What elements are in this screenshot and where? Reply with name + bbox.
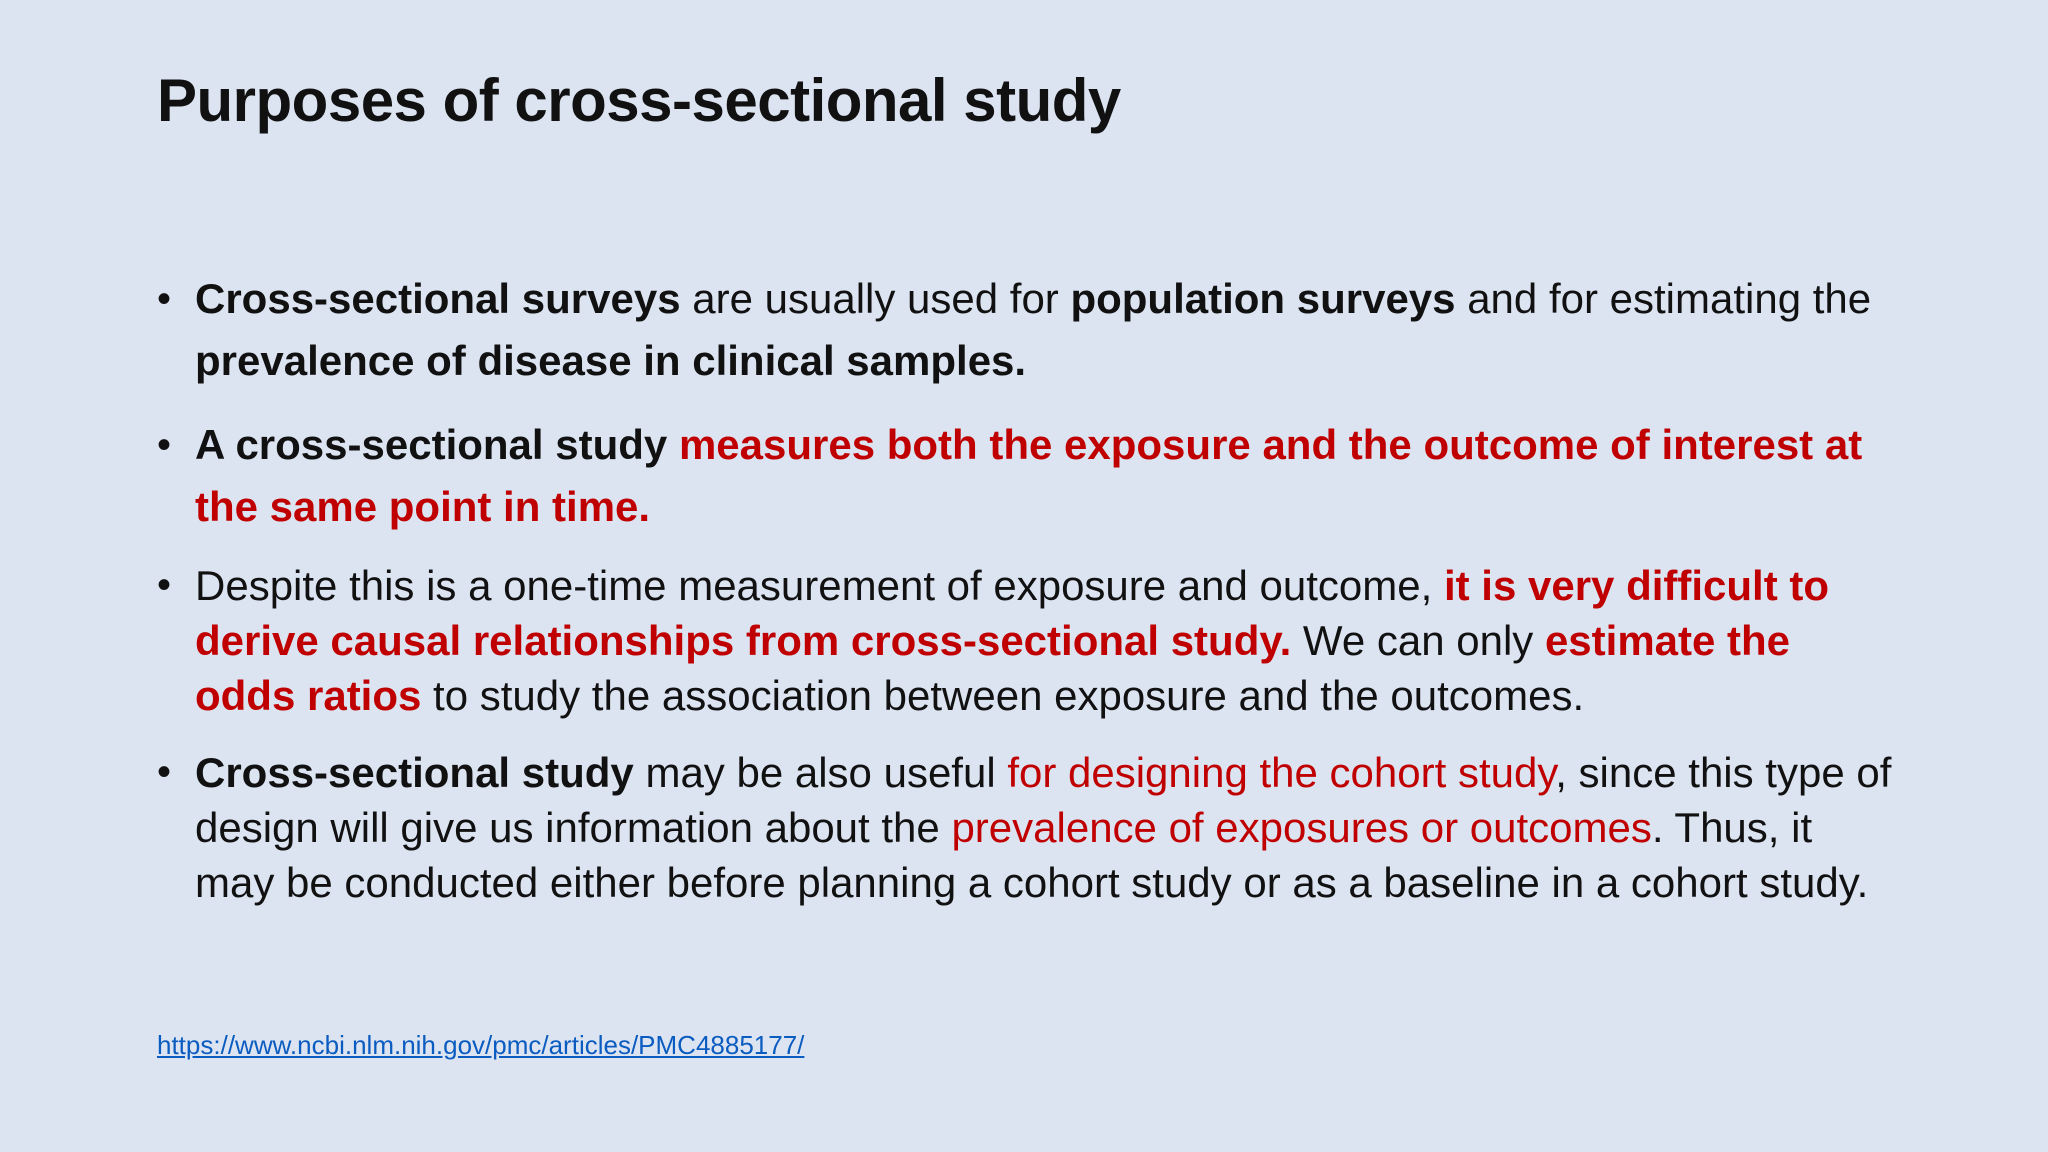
bullet-4-segment-6: . Thus, it may be conducted either befor… xyxy=(195,804,1869,906)
bullet-1-segment-1: Cross-sectional surveys xyxy=(195,275,681,322)
bullet-item-1: Cross-sectional surveys are usually used… xyxy=(157,268,1897,392)
bullet-2-segment-1: A cross-sectional study xyxy=(195,421,679,468)
bullet-4-segment-1: Cross-sectional study xyxy=(195,749,634,796)
bullet-3-segment-4: estimate the odds ratios xyxy=(195,617,1791,719)
slide-title: Purposes of cross-sectional study xyxy=(157,67,1121,134)
bullet-4-segment-5: prevalence of exposures or outcomes xyxy=(951,804,1652,851)
bullet-item-2: A cross-sectional study measures both th… xyxy=(157,414,1897,538)
bullet-1-segment-3: population surveys xyxy=(1070,275,1456,322)
bullet-2-segment-2: measures both the exposure and the outco… xyxy=(195,421,1863,530)
bullet-4-segment-2: may be also useful xyxy=(633,749,1008,796)
bullet-3-segment-2: it is very difficult to derive causal re… xyxy=(195,562,1830,664)
source-link[interactable]: https://www.ncbi.nlm.nih.gov/pmc/article… xyxy=(157,1030,805,1060)
bullet-list: Cross-sectional surveys are usually used… xyxy=(157,268,1897,910)
bullet-3-segment-5: to study the association between exposur… xyxy=(421,672,1585,719)
bullet-1-segment-5: prevalence of disease in clinical sample… xyxy=(195,337,1027,384)
bullet-3-segment-3: We can only xyxy=(1291,617,1545,664)
bullet-4-segment-4: , since this type of design will give us… xyxy=(195,749,1892,851)
bullet-4-segment-3: for designing the cohort study xyxy=(1007,749,1556,796)
bullet-1-segment-4: and for estimating the xyxy=(1455,275,1872,322)
bullet-1-segment-2: are usually used for xyxy=(680,275,1071,322)
bullet-3-segment-1: Despite this is a one-time measurement o… xyxy=(195,562,1444,609)
bullet-item-3: Despite this is a one-time measurement o… xyxy=(157,558,1897,723)
bullet-item-4: Cross-sectional study may be also useful… xyxy=(157,745,1897,910)
